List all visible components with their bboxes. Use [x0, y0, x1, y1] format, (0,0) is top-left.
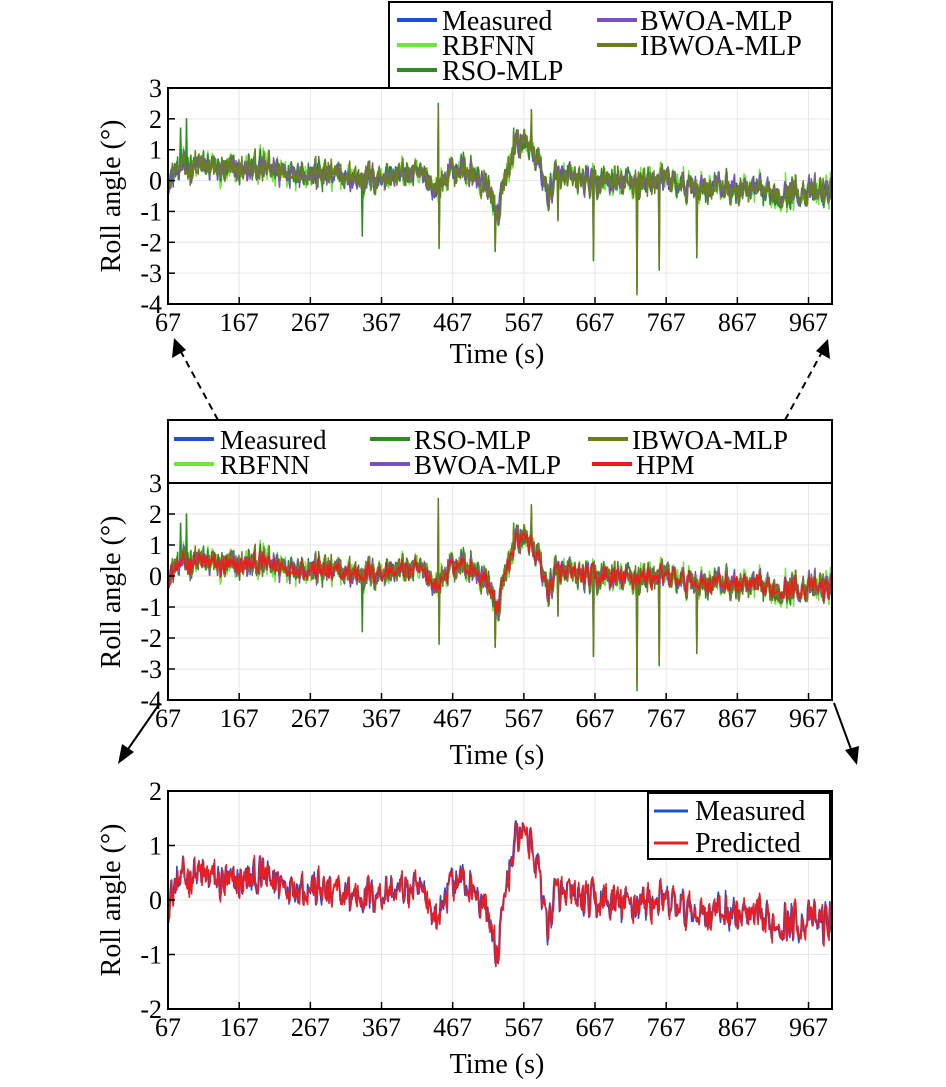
top-y-tick-label: 0 [149, 167, 162, 196]
bottom-chart: -2 -1 0 1 2 67 167 267 367 467 567 667 767 867 967 Me… [96, 777, 833, 1080]
bottom-legend-box [647, 792, 831, 860]
middle-y-tick-label: 1 [149, 531, 162, 560]
middle-y-tick-label: -1 [140, 593, 162, 622]
top-legend-label-measured: Measured [442, 6, 552, 37]
top-series-bwoa-mlp [167, 131, 833, 225]
top-x-tick-label: 467 [433, 308, 472, 337]
dashed-arrow-left [179, 349, 219, 421]
bottom-x-tick-label: 67 [155, 1013, 181, 1042]
top-x-tick-label: 267 [291, 308, 330, 337]
top-y-axis-label: Roll angle (°) [96, 120, 127, 273]
solid-arrow-left [125, 702, 161, 753]
middle-y-tick-label: 0 [149, 562, 162, 591]
bottom-y-tick-label: -2 [140, 995, 162, 1024]
middle-x-tick-label: 167 [220, 704, 259, 733]
top-y-tick-label: -3 [140, 259, 162, 288]
middle-y-axis-label: Roll angle (°) [96, 516, 127, 669]
top-y-tick-label: -2 [140, 228, 162, 257]
top-y-tick-label: 1 [149, 136, 162, 165]
middle-legend-label-bwoa-mlp: BWOA-MLP [414, 450, 561, 480]
middle-chart: Measured RSO-MLP IBWOA-MLP RBFNN BWOA-ML… [96, 419, 833, 771]
top-series-ibwoa-mlp [167, 106, 833, 290]
dashed-arrow-left-head [172, 338, 186, 358]
bottom-x-tick-label: 167 [220, 1013, 259, 1042]
bottom-x-axis-label: Time (s) [450, 1049, 545, 1080]
top-x-ticks: 67 167 267 367 467 567 667 767 867 967 [155, 297, 828, 337]
dashed-arrow-right-head [816, 339, 830, 359]
dashed-arrow-right [784, 351, 823, 421]
top-y-tick-label: -1 [140, 197, 162, 226]
bottom-x-tick-label: 467 [433, 1013, 472, 1042]
middle-legend-label-measured: Measured [220, 425, 327, 455]
top-legend-label-ibwoa-mlp: IBWOA-MLP [640, 31, 802, 62]
top-legend-label-rso-mlp: RSO-MLP [442, 56, 563, 87]
top-axes-frame [167, 87, 833, 305]
middle-series-hpm [167, 531, 833, 615]
middle-x-tick-label: 267 [291, 704, 330, 733]
bottom-x-tick-label: 267 [291, 1013, 330, 1042]
middle-x-tick-label: 367 [362, 704, 401, 733]
bottom-x-tick-label: 967 [789, 1013, 828, 1042]
middle-x-tick-label: 767 [647, 704, 686, 733]
top-x-tick-label: 667 [576, 308, 615, 337]
top-chart: Measured RBFNN RSO-MLP BWOA-MLP IBWOA-ML… [96, 1, 833, 370]
middle-y-tick-label: -2 [140, 624, 162, 653]
top-x-tick-label: 867 [718, 308, 757, 337]
middle-x-tick-label: 67 [155, 704, 181, 733]
bottom-legend-label-predicted: Predicted [695, 828, 801, 859]
bottom-x-ticks: 67 167 267 367 467 567 667 767 867 967 [155, 1002, 828, 1042]
top-y-tick-label: 2 [149, 105, 162, 134]
middle-x-tick-label: 667 [576, 704, 615, 733]
middle-legend-label-ibwoa-mlp: IBWOA-MLP [632, 425, 788, 455]
middle-x-tick-label: 867 [718, 704, 757, 733]
top-legend-label-rbfnn: RBFNN [442, 31, 535, 62]
top-x-tick-label: 767 [647, 308, 686, 337]
solid-arrow-right-head [845, 746, 859, 765]
bottom-x-tick-label: 567 [504, 1013, 543, 1042]
bottom-x-tick-label: 367 [362, 1013, 401, 1042]
middle-x-tick-label: 567 [504, 704, 543, 733]
top-y-tick-label: 3 [149, 74, 162, 103]
middle-axes-frame [167, 482, 833, 701]
solid-arrows [118, 702, 859, 765]
top-plot-area [167, 102, 833, 296]
bottom-y-tick-label: -1 [140, 941, 162, 970]
top-legend-label-bwoa-mlp: BWOA-MLP [640, 6, 792, 37]
dashed-arrows [172, 338, 830, 421]
middle-x-tick-label: 967 [789, 704, 828, 733]
middle-plot-area [167, 497, 833, 692]
bottom-y-axis-label: Roll angle (°) [96, 824, 127, 977]
middle-y-tick-label: -3 [140, 655, 162, 684]
top-x-tick-label: 567 [504, 308, 543, 337]
top-x-tick-label: 967 [789, 308, 828, 337]
solid-arrow-right [833, 702, 853, 753]
top-x-tick-label: 367 [362, 308, 401, 337]
bottom-series-predicted [167, 822, 833, 968]
bottom-y-ticks: -2 -1 0 1 2 [140, 777, 175, 1024]
middle-legend-label-rbfnn: RBFNN [220, 450, 310, 480]
bottom-x-tick-label: 767 [647, 1013, 686, 1042]
top-x-tick-label: 67 [155, 308, 181, 337]
top-x-axis-label: Time (s) [450, 339, 545, 370]
top-y-tick-label: -4 [140, 290, 162, 319]
solid-arrow-left-head [118, 744, 134, 764]
middle-legend-label-rso-mlp: RSO-MLP [414, 425, 531, 455]
middle-y-tick-label: 2 [149, 500, 162, 529]
middle-x-axis-label: Time (s) [450, 740, 545, 771]
bottom-legend-label-measured: Measured [695, 796, 805, 827]
bottom-y-tick-label: 2 [149, 777, 162, 806]
middle-x-tick-label: 467 [433, 704, 472, 733]
middle-y-tick-label: 3 [149, 469, 162, 498]
bottom-y-tick-label: 0 [149, 886, 162, 915]
bottom-x-tick-label: 867 [718, 1013, 757, 1042]
top-x-tick-label: 167 [220, 308, 259, 337]
bottom-x-tick-label: 667 [576, 1013, 615, 1042]
bottom-plot-area [167, 820, 833, 968]
middle-x-ticks: 67 167 267 367 467 567 667 767 867 967 [155, 693, 828, 733]
middle-legend-label-hpm: HPM [636, 450, 695, 480]
bottom-y-tick-label: 1 [149, 832, 162, 861]
